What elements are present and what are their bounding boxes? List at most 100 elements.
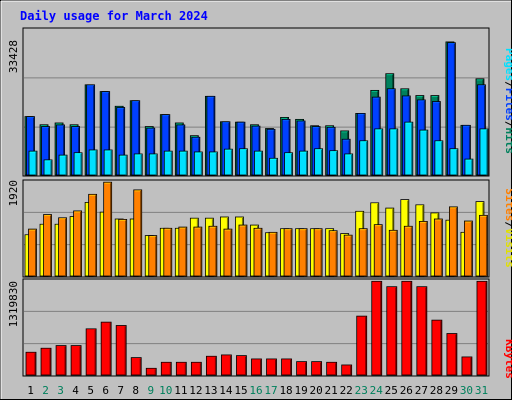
x-tick-label: 13	[204, 384, 217, 397]
ylabel-sep: /	[503, 121, 512, 128]
kbytes-bar	[25, 351, 37, 376]
x-axis-labels: 1 2 3 4 5 6 7 8 9 10 11 12 13 14 15 16 17 18 19 20 21 22 23 24 2…	[27, 384, 488, 397]
sites-bar	[73, 210, 82, 277]
x-tick-label: 1	[27, 384, 34, 397]
visits-bars	[24, 181, 488, 277]
pages-bar	[133, 153, 143, 176]
pages-bar	[314, 148, 324, 176]
pages-bar	[28, 150, 38, 176]
kbytes-bar	[236, 355, 247, 376]
pages-bar	[239, 148, 248, 176]
x-tick-label: 23	[355, 384, 368, 397]
kbytes-bar	[461, 356, 473, 376]
sites-bar	[118, 219, 128, 277]
sites-bar	[328, 230, 338, 277]
pages-bar	[43, 159, 53, 176]
ylabel-sites: Sites	[503, 188, 512, 221]
kbytes-bar	[130, 357, 142, 376]
sites-bar	[88, 193, 98, 277]
ylabel-visits: Visits	[503, 228, 512, 268]
ylabel-files: Files	[503, 88, 512, 121]
kbytes-bar	[386, 286, 398, 376]
kbytes-bar	[281, 358, 292, 376]
pages-bar	[329, 150, 339, 176]
kbytes-bar	[190, 361, 202, 376]
ylabel-hits: Hits	[503, 128, 512, 155]
x-tick-label: 15	[234, 384, 247, 397]
x-tick-label: 29	[445, 384, 458, 397]
sites-bar	[58, 217, 67, 277]
x-tick-label: 19	[294, 384, 307, 397]
kbytes-bar	[311, 361, 323, 376]
kbytes-bar	[431, 319, 443, 376]
x-tick-label: 21	[325, 384, 338, 397]
sites-bar	[238, 224, 248, 277]
x-tick-label: 3	[57, 384, 64, 397]
pages-bar	[269, 157, 278, 176]
kbytes-bar	[160, 361, 172, 376]
kbytes-bar	[476, 280, 488, 376]
kbytes-bars	[24, 280, 488, 376]
pages-bar	[148, 153, 158, 176]
sites-bar	[253, 227, 263, 277]
pages-bar	[299, 150, 308, 176]
pages-bar	[434, 140, 444, 176]
sites-bar	[388, 229, 398, 277]
pages-bar	[193, 151, 203, 176]
sites-bar	[358, 228, 368, 277]
x-tick-label: 31	[475, 384, 488, 397]
pages-bar	[254, 150, 263, 176]
pages-bar	[449, 148, 459, 176]
kbytes-bar	[85, 328, 97, 376]
kbytes-bar	[100, 321, 112, 376]
x-tick-label: 4	[72, 384, 79, 397]
x-tick-label: 30	[460, 384, 473, 397]
x-tick-label: 26	[400, 384, 413, 397]
pages-bar	[73, 152, 83, 176]
sites-bar	[479, 214, 488, 277]
pages-bar	[419, 129, 429, 176]
x-tick-label: 5	[87, 384, 94, 397]
hits-max-label: 33428	[7, 40, 20, 73]
x-tick-label: 16	[249, 384, 262, 397]
sites-bar	[464, 220, 473, 277]
x-tick-label: 17	[264, 384, 277, 397]
x-tick-label: 28	[430, 384, 443, 397]
kbytes-bar	[205, 355, 217, 376]
visits-ylabel: Sites/Visits	[503, 188, 512, 268]
x-tick-label: 2	[42, 384, 49, 397]
pages-bar	[359, 140, 369, 176]
kbytes-bar	[296, 361, 307, 376]
x-tick-label: 7	[117, 384, 124, 397]
sites-bar	[343, 234, 353, 277]
sites-bar	[298, 228, 308, 277]
hits-ylabel: Pages/Files/Hits	[503, 48, 512, 154]
sites-bar	[208, 225, 218, 277]
pages-bar	[103, 149, 113, 176]
kbytes-bar	[251, 358, 262, 376]
kbytes-panel: 1319830 KBytes	[7, 278, 512, 379]
kbytes-bar	[401, 280, 413, 376]
visits-max-label: 1920	[7, 180, 20, 207]
pages-bar	[479, 128, 489, 176]
sites-bar	[103, 181, 113, 277]
pages-bar	[178, 150, 188, 176]
pages-bar	[374, 128, 384, 176]
x-tick-label: 11	[174, 384, 187, 397]
pages-bar	[284, 152, 293, 176]
sites-bar	[43, 214, 52, 277]
hits-bars	[24, 41, 489, 176]
x-tick-label: 9	[147, 384, 154, 397]
ylabel-sep: /	[503, 81, 512, 88]
kbytes-bar	[145, 367, 157, 376]
ylabel-sep: /	[503, 221, 512, 228]
x-tick-label: 24	[370, 384, 384, 397]
kbytes-bar	[266, 358, 277, 376]
kbytes-bar	[70, 345, 82, 376]
kbytes-bar	[371, 280, 383, 376]
kbytes-max-label: 1319830	[7, 281, 20, 327]
pages-bar	[88, 149, 98, 176]
kbytes-bar	[40, 347, 52, 376]
pages-bar	[404, 121, 414, 176]
